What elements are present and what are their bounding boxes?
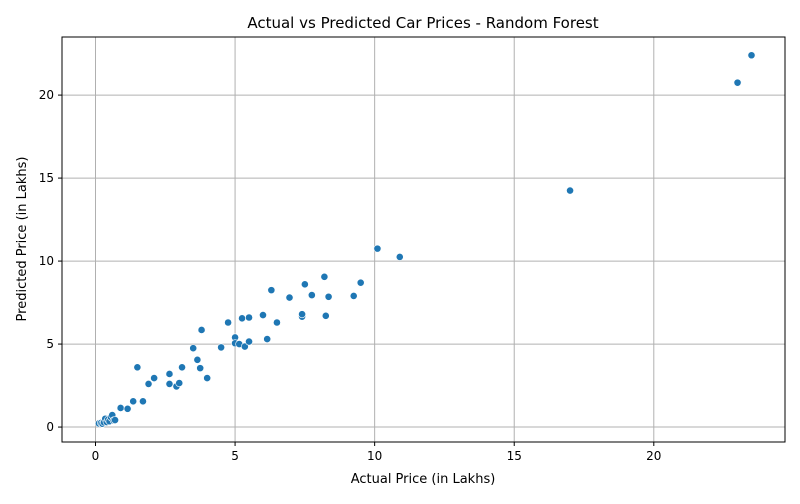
y-axis-label: Predicted Price (in Lakhs)	[15, 157, 30, 322]
y-tick-label: 5	[46, 337, 54, 351]
x-tick-label: 0	[92, 449, 100, 463]
data-point	[111, 416, 119, 424]
data-point	[144, 380, 153, 388]
data-point	[245, 337, 253, 346]
data-point	[133, 363, 142, 372]
data-point	[320, 272, 329, 281]
data-point	[259, 311, 267, 319]
data-point	[196, 364, 205, 373]
data-point	[123, 404, 132, 413]
chart-title: Actual vs Predicted Car Prices - Random …	[247, 14, 598, 32]
data-point	[747, 51, 756, 60]
y-tick-label: 15	[39, 171, 54, 185]
data-point	[175, 379, 184, 387]
plot-frame	[61, 36, 786, 443]
data-point	[189, 344, 198, 353]
data-point	[129, 397, 138, 406]
data-point	[373, 244, 382, 253]
data-point	[324, 292, 333, 301]
data-point	[300, 280, 309, 289]
data-point	[165, 380, 174, 388]
data-point	[165, 370, 174, 378]
data-point	[139, 397, 147, 406]
data-point	[178, 363, 186, 372]
data-point	[193, 355, 202, 364]
x-axis-label: Actual Price (in Lakhs)	[351, 472, 496, 487]
data-point	[395, 253, 404, 261]
axis-ticks: 0 5 10 15 20 0 5 10 15 20	[39, 88, 662, 463]
data-point	[245, 313, 253, 322]
data-point	[273, 318, 281, 327]
data-point	[349, 292, 358, 300]
y-tick-label: 10	[39, 254, 54, 268]
data-point	[240, 342, 249, 351]
data-point	[321, 311, 330, 320]
data-point	[566, 186, 574, 195]
x-tick-label: 5	[231, 449, 239, 463]
y-tick-label: 20	[39, 88, 54, 102]
data-point	[285, 293, 294, 302]
data-point	[150, 374, 159, 382]
y-tick-label: 0	[46, 420, 54, 434]
data-point	[307, 291, 316, 300]
data-point	[263, 335, 272, 343]
data-point	[267, 286, 276, 295]
data-point	[224, 318, 232, 327]
data-point	[733, 78, 742, 87]
data-point	[116, 404, 125, 412]
x-tick-label: 15	[507, 449, 522, 463]
data-point	[298, 310, 306, 319]
x-tick-label: 10	[367, 449, 382, 463]
data-point	[217, 343, 226, 352]
x-tick-label: 20	[646, 449, 661, 463]
data-point	[238, 314, 246, 323]
data-point	[203, 374, 212, 382]
data-point	[356, 278, 365, 287]
data-point	[197, 326, 206, 334]
grid-lines	[62, 37, 785, 442]
data-points	[94, 51, 756, 428]
